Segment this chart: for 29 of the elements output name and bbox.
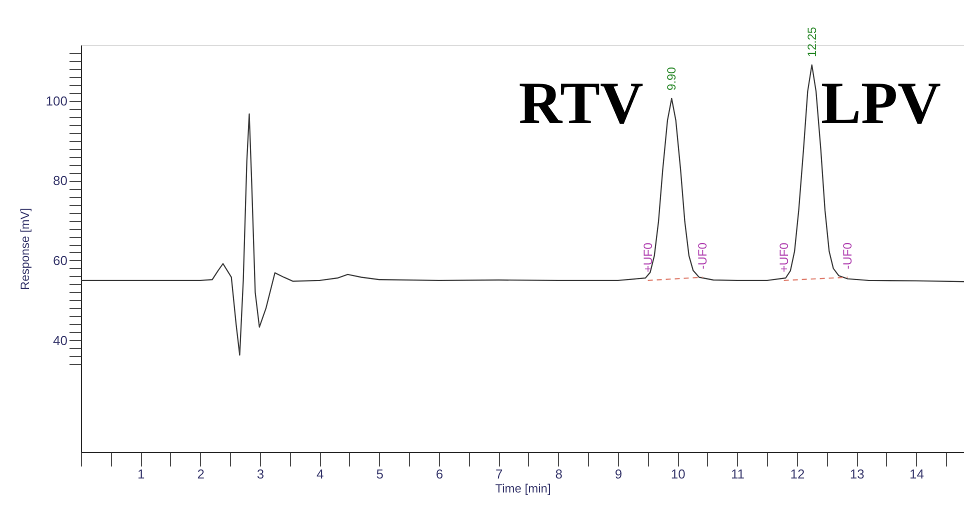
x-tick-label: 6: [436, 466, 444, 482]
annotation: 12.25: [804, 26, 819, 57]
x-tick-label: 5: [376, 466, 384, 482]
x-tick-label: 3: [256, 466, 264, 482]
x-tick-label: 1: [138, 466, 145, 482]
x-axis-title: Time [min]: [495, 482, 551, 496]
y-tick-label: 60: [53, 252, 68, 268]
annotation: RTV: [518, 70, 644, 136]
x-tick-label: 10: [670, 466, 686, 482]
x-tick-label: 4: [316, 466, 324, 482]
y-tick-label: 40: [53, 332, 68, 348]
annotation: +UF0: [776, 242, 791, 272]
x-tick-label: 2: [197, 466, 204, 482]
annotation: LPV: [821, 70, 941, 136]
x-tick-label: 13: [850, 466, 864, 482]
y-tick-label: 80: [53, 173, 68, 188]
annotation: +UF0: [640, 242, 655, 272]
annotation: -UF0: [840, 242, 855, 270]
x-tick-label: 14: [910, 466, 924, 482]
x-tick-label: 8: [555, 466, 562, 482]
x-tick-label: 7: [496, 466, 503, 482]
y-axis-title: Response [mV]: [18, 208, 32, 290]
annotation: 9.90: [664, 66, 679, 90]
x-tick-label: 12: [790, 466, 805, 482]
y-tick-label: 100: [46, 93, 68, 108]
line-series: [80, 64, 964, 356]
annotation: -UF0: [696, 242, 710, 270]
x-tick-label: 9: [614, 466, 622, 482]
x-tick-label: 11: [731, 466, 745, 482]
